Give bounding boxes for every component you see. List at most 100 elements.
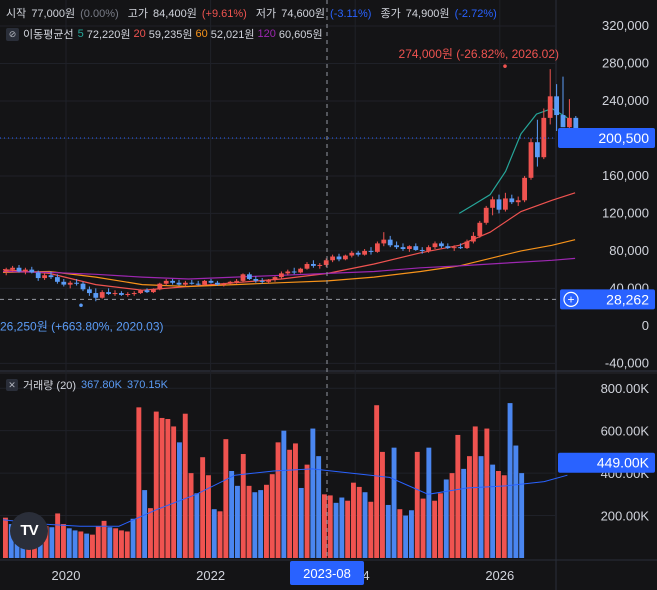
volume-bar [339,497,345,558]
eye-off-icon[interactable]: ⊘ [6,27,19,41]
volume-bar [507,403,513,558]
candle-body [35,272,41,279]
pane-divider [0,370,657,374]
volume-bar [49,527,55,558]
crosshair-time-tag [290,561,364,585]
candle-body [336,256,342,260]
candle-body [87,289,92,294]
candle-body [240,274,246,281]
volume-pane[interactable] [2,403,568,558]
high-annotation: 274,000원 (-26.82%, 2026.02) [399,47,559,61]
candle-body [99,292,105,298]
volume-bar [153,411,159,558]
candle-body [496,199,502,210]
volume-bar [391,447,397,558]
plus-icon-glyph: + [567,292,574,306]
low-marker [79,303,83,308]
candle-body [445,246,451,249]
candle-body [10,267,15,270]
volume-bar [72,530,78,558]
candle-body [349,252,355,256]
last-price-label: 200,500 [598,130,649,146]
open-label: 시작 [6,8,27,20]
candle-body [515,200,521,203]
tradingview-logo[interactable]: TV [10,512,48,550]
candle-body [183,282,188,285]
volume-bar [322,494,327,558]
volume-bar [95,526,101,558]
candle-body [291,271,297,273]
volume-bar [333,502,339,558]
candle-body [464,241,470,249]
ma120-value: 60,605원 [278,29,323,41]
candle-body [55,277,60,282]
candle-body [266,279,271,282]
volume-bar [513,445,519,558]
price-pane[interactable]: 274,000원 (-26.82%, 2026.02) 26,250원 (+663… [0,47,579,333]
volume-legend[interactable]: ✕ 거래량 (20) 367.80K 370.15K [6,377,168,393]
close-icon[interactable]: ✕ [6,379,18,391]
candle-body [560,115,566,128]
crosshair [0,0,556,560]
volume-bar [287,449,293,558]
ma-line-120 [2,257,576,280]
candle-body [221,283,227,285]
volume-bar [78,531,84,558]
candle-body [522,177,527,201]
candle-body [208,280,214,283]
volume-bar [281,430,287,558]
candle-body [285,271,291,274]
candle-body [323,260,329,265]
candle-body [131,293,137,295]
volume-bar [130,518,136,558]
price-axis[interactable]: 320,000280,000240,000200,000160,000120,0… [52,18,655,585]
candle-body [375,243,380,252]
volume-bar [171,426,177,558]
ma-legend[interactable]: ⊘ 이동평균선 5 72,220원 20 59,235원 60 52,021원 … [6,26,326,42]
price-tick-label: 80,000 [609,243,649,258]
close-value: 74,900원 [405,8,450,20]
volume-bar [385,504,391,558]
candle-body [451,247,457,249]
volume-tick-label: 600.00K [601,424,650,439]
candle-body [119,293,124,295]
volume-bar [380,451,385,558]
volume-bar [409,510,414,558]
volume-bar [455,434,461,558]
candle-body [381,239,387,244]
high-marker [503,64,507,68]
candle-body [509,198,515,203]
volume-bar [66,528,72,558]
volume-bar [368,501,374,558]
candle-body [407,246,412,250]
volume-bar [159,417,165,558]
candle-body [42,275,47,279]
last-price-tag [558,128,655,149]
volume-bar [327,495,333,558]
close-change: (-2.72%) [454,8,497,20]
candle-body [490,199,495,208]
volume-bar [211,509,217,558]
candle-body [202,280,207,285]
candle-body [259,280,265,282]
candle-body [311,264,316,266]
price-tick-label: -40,000 [605,355,649,370]
candle-body [368,250,374,252]
volume-bar [252,492,258,558]
volume-bar [519,473,525,558]
volume-bar [124,531,130,558]
price-tick-label: 280,000 [602,56,649,71]
ma5-value: 72,220원 [86,29,131,41]
ma20-value: 59,235원 [148,29,193,41]
candle-body [23,269,28,272]
ohlc-legend: 시작 77,000원 (0.00%) 고가 84,400원 (+9.61%) 저… [6,5,503,21]
price-tick-label: 120,000 [602,205,649,220]
ma-label: 이동평균선 [23,29,74,41]
volume-bar [362,492,368,558]
candle-body [432,243,438,248]
volume-bar [43,526,49,558]
volume-bar [61,524,66,558]
candle-body [413,246,419,250]
